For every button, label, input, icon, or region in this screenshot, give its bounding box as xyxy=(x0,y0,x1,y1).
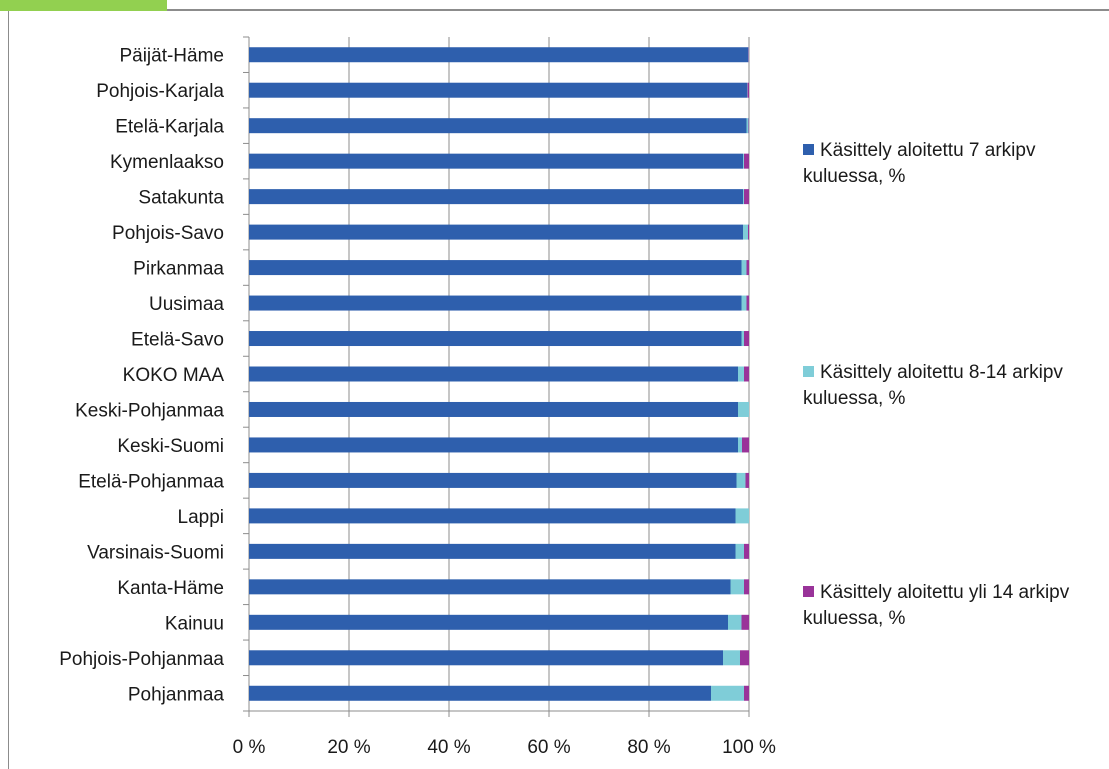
legend-swatch xyxy=(803,144,814,155)
bar-segment-series-3 xyxy=(745,472,749,488)
bar-segment-series-2 xyxy=(735,543,744,559)
bar-segment-series-2 xyxy=(730,579,744,595)
category-label: Varsinais-Suomi xyxy=(87,542,224,563)
bar-segment-series-3 xyxy=(742,437,749,453)
bar-segment-series-2 xyxy=(743,153,744,169)
bar-segment-series-2 xyxy=(723,650,740,666)
bar-segment-series-3 xyxy=(740,650,749,666)
bar-segment-series-1 xyxy=(249,260,742,276)
bar-segment-series-3 xyxy=(748,118,749,134)
bar-segment-series-1 xyxy=(249,614,728,630)
bar-segment-series-3 xyxy=(741,614,749,630)
x-tick-label: 40 % xyxy=(427,737,470,758)
bar-segment-series-3 xyxy=(744,189,749,205)
category-label: Kymenlaakso xyxy=(110,152,224,173)
bar-segment-series-1 xyxy=(249,224,743,240)
category-label: Pirkanmaa xyxy=(133,259,224,280)
bar-segment-series-1 xyxy=(249,401,738,417)
x-tick-label: 20 % xyxy=(327,737,370,758)
category-label: Satakunta xyxy=(138,188,224,209)
bar-segment-series-1 xyxy=(249,295,742,311)
category-label: Päijät-Häme xyxy=(119,46,224,67)
bar-segment-series-3 xyxy=(744,579,749,595)
bar-segment-series-1 xyxy=(249,437,738,453)
bar-segment-series-1 xyxy=(249,579,731,595)
bar-segment-series-2 xyxy=(711,685,744,701)
legend-swatch xyxy=(803,366,814,377)
bar-segment-series-1 xyxy=(249,685,711,701)
bar-segment-series-3 xyxy=(746,260,749,276)
bar-segment-series-3 xyxy=(748,47,749,63)
category-label: Etelä-Pohjanmaa xyxy=(78,471,224,492)
category-label: Pohjois-Karjala xyxy=(96,81,224,102)
bar-segment-series-2 xyxy=(728,614,742,630)
bar-segment-series-1 xyxy=(249,366,738,382)
bar-segment-series-1 xyxy=(249,508,736,524)
bar-segment-series-2 xyxy=(746,118,749,134)
bar-segment-series-3 xyxy=(747,82,749,98)
category-label: Pohjanmaa xyxy=(128,684,225,705)
bar-segment-series-1 xyxy=(249,189,743,205)
legend-swatch xyxy=(803,586,814,597)
category-label: Kanta-Häme xyxy=(117,578,224,599)
bars xyxy=(249,47,749,701)
bar-segment-series-2 xyxy=(738,366,744,382)
category-label: Etelä-Savo xyxy=(131,330,224,351)
frame-top-border xyxy=(167,9,1109,11)
bar-segment-series-1 xyxy=(249,118,747,134)
bar-segment-series-1 xyxy=(249,543,736,559)
bar-segment-series-2 xyxy=(743,224,748,240)
bar-segment-series-3 xyxy=(746,295,749,311)
category-label: Keski-Suomi xyxy=(117,436,224,457)
legend-item: Käsittely aloitettu 7 arkipv kuluessa, % xyxy=(803,138,1103,190)
bar-segment-series-2 xyxy=(738,401,749,417)
bar-segment-series-2 xyxy=(741,331,744,347)
x-tick-label: 80 % xyxy=(627,737,670,758)
bar-segment-series-2 xyxy=(741,260,747,276)
bar-segment-series-2 xyxy=(747,82,748,98)
category-label: Pohjois-Savo xyxy=(112,223,224,244)
bar-segment-series-2 xyxy=(748,47,749,63)
bar-segment-series-1 xyxy=(249,153,743,169)
bar-segment-series-1 xyxy=(249,47,748,63)
legend-item: Käsittely aloitettu 8-14 arkipv kuluessa… xyxy=(803,360,1103,412)
bar-segment-series-2 xyxy=(735,508,749,524)
bar-segment-series-2 xyxy=(738,437,742,453)
x-tick-label: 100 % xyxy=(722,737,776,758)
x-tick-labels: 0 % 20 % 40 % 60 % 80 % 100 % xyxy=(233,737,776,758)
legend-label: Käsittely aloitettu 7 arkipv kuluessa, % xyxy=(803,140,1036,187)
legend-item: Käsittely aloitettu yli 14 arkipv kulues… xyxy=(803,580,1103,632)
category-label: KOKO MAA xyxy=(123,365,225,386)
category-label: Kainuu xyxy=(165,613,224,634)
category-label: Etelä-Karjala xyxy=(115,117,224,138)
bar-segment-series-3 xyxy=(744,366,749,382)
category-label: Keski-Pohjanmaa xyxy=(75,400,224,421)
frame-left-border xyxy=(8,11,9,769)
bar-segment-series-3 xyxy=(744,543,749,559)
header-accent-tab xyxy=(0,0,167,11)
legend-label: Käsittely aloitettu 8-14 arkipv kuluessa… xyxy=(803,362,1063,409)
legend-label: Käsittely aloitettu yli 14 arkipv kulues… xyxy=(803,582,1070,629)
bar-segment-series-2 xyxy=(743,189,744,205)
bar-segment-series-1 xyxy=(249,82,747,98)
bar-segment-series-3 xyxy=(744,331,749,347)
bar-segment-series-2 xyxy=(741,295,747,311)
bar-segment-series-1 xyxy=(249,472,737,488)
bar-segment-series-3 xyxy=(748,224,749,240)
category-label: Lappi xyxy=(178,507,225,528)
category-label: Pohjois-Pohjanmaa xyxy=(59,649,224,670)
x-tick-label: 60 % xyxy=(527,737,570,758)
bar-segment-series-1 xyxy=(249,650,723,666)
bar-segment-series-3 xyxy=(744,685,749,701)
bar-segment-series-3 xyxy=(744,153,749,169)
bar-segment-series-1 xyxy=(249,331,742,347)
x-tick-label: 0 % xyxy=(233,737,266,758)
category-labels: Päijät-Häme Pohjois-Karjala Etelä-Karjala K… xyxy=(59,46,224,706)
bar-segment-series-2 xyxy=(736,472,746,488)
category-label: Uusimaa xyxy=(149,294,224,315)
